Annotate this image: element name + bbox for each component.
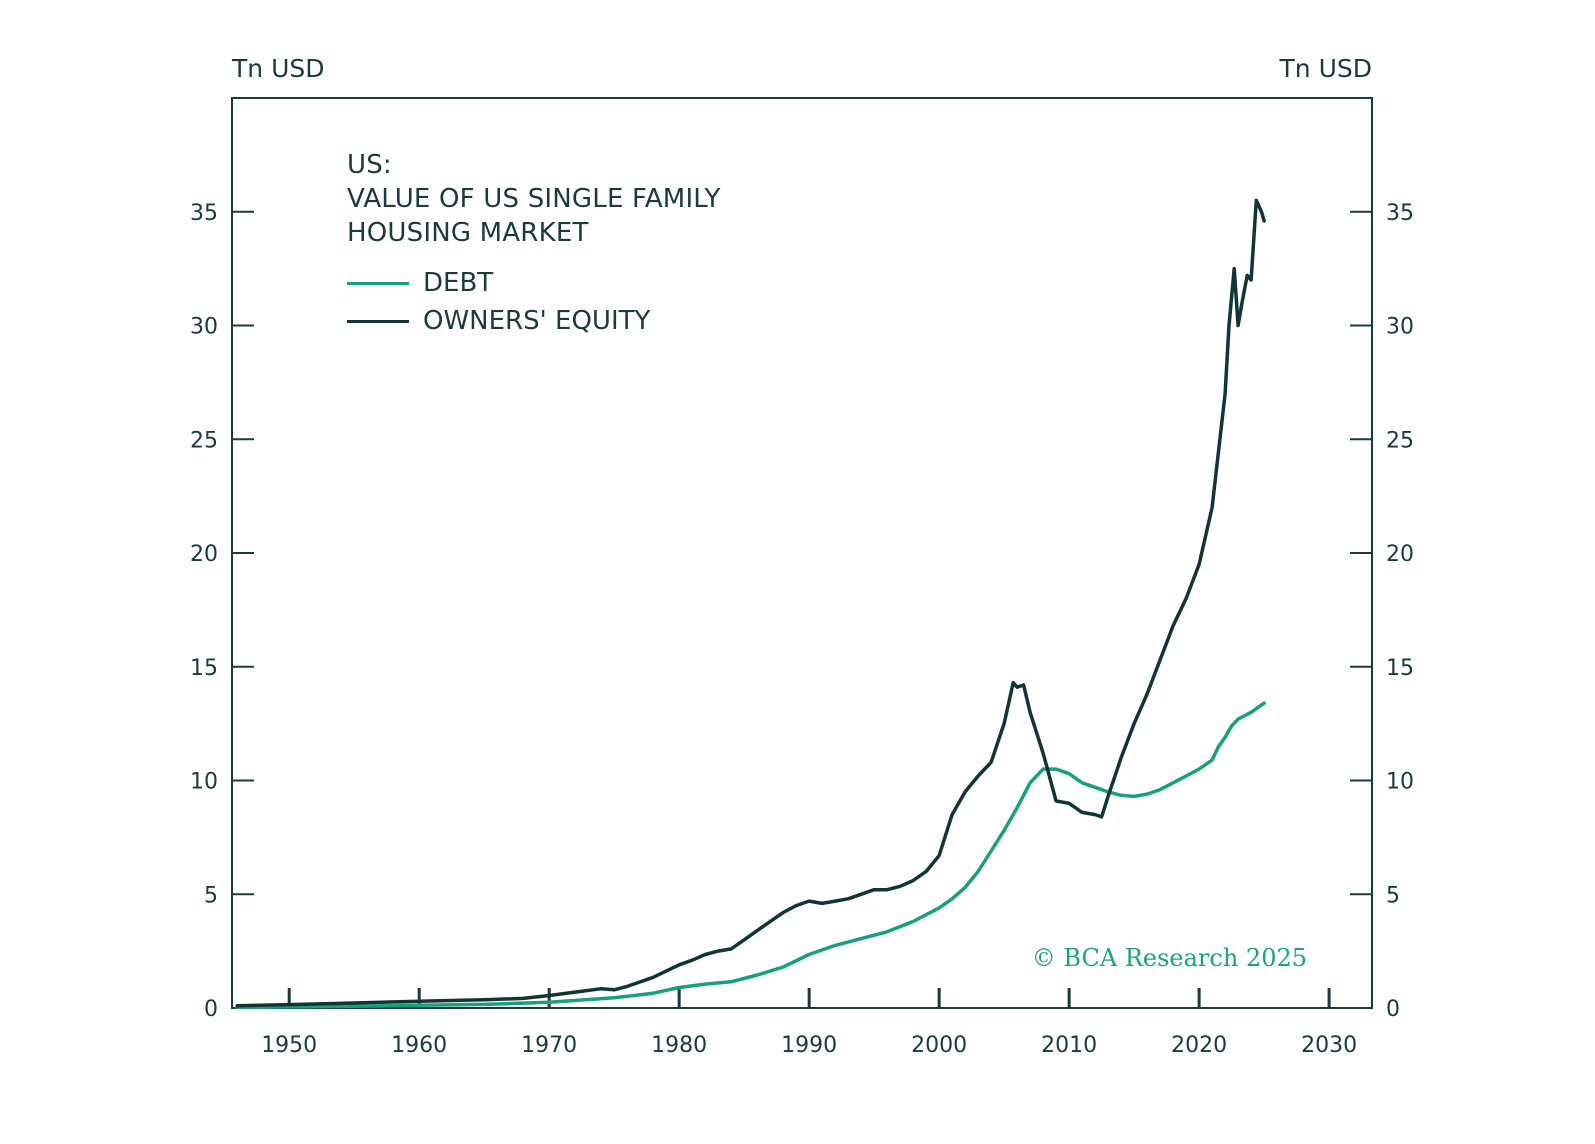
legend-swatch-equity — [347, 319, 409, 323]
y-tick-label-right: 20 — [1386, 542, 1414, 567]
left-axis-unit: Tn USD — [232, 54, 325, 83]
legend-label-debt: DEBT — [423, 268, 494, 298]
x-axis: 1950 1960 1970 1980 1990 2000 2010 2020 2030 — [261, 988, 1357, 1058]
y-tick-label-left: 25 — [190, 428, 218, 453]
y-tick-label-left: 5 — [204, 883, 218, 908]
legend-item-debt: DEBT — [347, 268, 493, 298]
y-tick-label-right: 25 — [1386, 428, 1414, 453]
y-axis-left: 0 5 10 15 20 25 30 35 — [190, 201, 254, 1022]
copyright-text: © BCA Research 2025 — [1031, 944, 1307, 972]
x-tick-label: 1960 — [391, 1033, 447, 1058]
y-tick-label-left: 30 — [190, 315, 218, 340]
legend-label-equity: OWNERS' EQUITY — [423, 306, 651, 336]
y-tick-label-right: 30 — [1386, 315, 1414, 340]
legend-swatch-debt — [347, 281, 409, 285]
chart-title-line-1: US: — [347, 150, 392, 180]
x-tick-label: 1980 — [651, 1033, 707, 1058]
y-tick-label-left: 35 — [190, 201, 218, 226]
y-tick-label-left: 20 — [190, 542, 218, 567]
y-tick-label-right: 5 — [1386, 883, 1400, 908]
y-tick-label-right: 35 — [1386, 201, 1414, 226]
y-tick-label-right: 0 — [1386, 997, 1400, 1022]
debt-series-line — [235, 701, 1266, 1010]
x-tick-label: 2030 — [1301, 1033, 1357, 1058]
right-axis-unit: Tn USD — [1279, 54, 1372, 83]
x-tick-label: 2020 — [1171, 1033, 1227, 1058]
legend-item-equity: OWNERS' EQUITY — [347, 306, 650, 336]
y-tick-label-left: 0 — [204, 997, 218, 1022]
x-tick-label: 1970 — [521, 1033, 577, 1058]
chart-title-line-2: VALUE OF US SINGLE FAMILY — [347, 184, 721, 214]
series-lines — [235, 198, 1266, 1010]
y-tick-label-left: 10 — [190, 770, 218, 795]
y-tick-label-left: 15 — [190, 656, 218, 681]
equity-series-line — [235, 198, 1266, 1008]
x-tick-label: 1950 — [261, 1033, 317, 1058]
x-tick-label: 1990 — [781, 1033, 837, 1058]
x-tick-label: 2000 — [911, 1033, 967, 1058]
y-axis-right: 0 5 10 15 20 25 30 35 — [1350, 201, 1414, 1022]
y-tick-label-right: 10 — [1386, 770, 1414, 795]
chart-title-line-3: HOUSING MARKET — [347, 218, 589, 248]
x-tick-label: 2010 — [1041, 1033, 1097, 1058]
y-tick-label-right: 15 — [1386, 656, 1414, 681]
